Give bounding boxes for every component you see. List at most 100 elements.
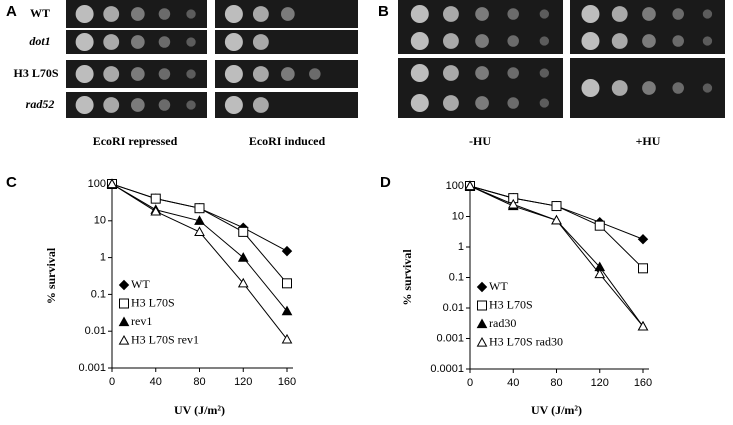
y-tick-label: 0.0001 [430,363,464,375]
y-tick-label: 0.01 [443,302,464,314]
panel-label: B [378,3,389,20]
marker [118,334,130,345]
spot [611,33,628,49]
y-tick-label: 1 [458,241,464,253]
marker [150,193,161,204]
spot [475,7,489,21]
spot [410,32,429,50]
y-tick-label: 10 [94,215,106,227]
x-tick-label: 40 [507,377,519,389]
spot [672,8,684,20]
marker [281,305,293,316]
spot [581,5,600,23]
marker [281,333,293,344]
spot [186,100,196,110]
y-axis-label: % survival [400,249,414,306]
x-tick-label: 120 [591,377,609,389]
marker [106,178,118,189]
x-tick-label: 80 [193,376,205,388]
x-tick-label: 120 [234,376,252,388]
spot [158,99,171,111]
spot [309,68,321,80]
marker [281,245,293,257]
spot [252,66,269,82]
spot [281,67,295,81]
spot [186,69,196,79]
spot [581,79,600,97]
spot [507,8,519,20]
spot [642,81,656,95]
spot [224,65,243,83]
spot [539,36,550,46]
spot [410,64,429,82]
spot [224,5,243,23]
y-tick-label: 0.01 [85,325,106,337]
y-tick-label: 1 [100,252,106,264]
x-tick-label: 160 [278,376,296,388]
legend-label: WT [489,279,508,293]
caption: EcoRI repressed [93,134,178,148]
x-tick-label: 80 [550,377,562,389]
marker [119,298,129,309]
marker [237,277,249,288]
marker [282,278,292,289]
legend-label: rad30 [489,316,516,330]
marker [594,268,606,279]
spot [672,82,684,94]
series-line [469,185,644,240]
marker [551,214,562,225]
x-tick-label: 0 [109,376,115,388]
row-label: rad52 [26,97,55,111]
spot [103,34,120,50]
y-tick-label: 100 [446,180,464,192]
marker [477,300,487,311]
marker [118,316,130,327]
caption: +HU [636,134,661,148]
marker [476,336,488,347]
spot [410,94,429,112]
spot [158,68,171,80]
spot [642,7,656,21]
legend-label: H3 L70S rad30 [489,334,563,348]
spot [475,66,489,80]
spot [252,6,269,22]
spot [130,7,145,21]
spot [158,36,171,48]
spot [75,33,94,51]
y-tick-label: 100 [88,178,106,190]
spot [186,9,196,19]
x-axis-label: UV (J/m²) [174,403,225,417]
marker [237,252,249,262]
marker [507,198,519,209]
spot [75,96,94,114]
spot [252,34,269,50]
legend-label: H3 L70S rev1 [131,332,199,346]
x-tick-label: 160 [634,377,652,389]
spot [410,5,429,23]
legend-label: H3 L70S [489,297,533,311]
spot [507,35,519,47]
caption: EcoRI induced [249,134,326,148]
spot [75,65,94,83]
marker [637,320,649,331]
row-label: dot1 [29,34,50,48]
spot [702,9,713,19]
spot [281,7,295,21]
row-label: H3 L70S [13,66,58,80]
spot [186,37,196,47]
spot [130,67,145,81]
spot [702,36,713,46]
spot [581,32,600,50]
marker [551,201,562,212]
marker [194,226,205,236]
y-tick-label: 0.001 [78,362,106,374]
spot [475,34,489,48]
spot-images [66,0,725,118]
panel-label: A [6,3,17,20]
spot [130,35,145,49]
marker [464,180,476,191]
spot [702,83,713,93]
legend-label: WT [131,277,150,291]
marker [238,226,249,237]
